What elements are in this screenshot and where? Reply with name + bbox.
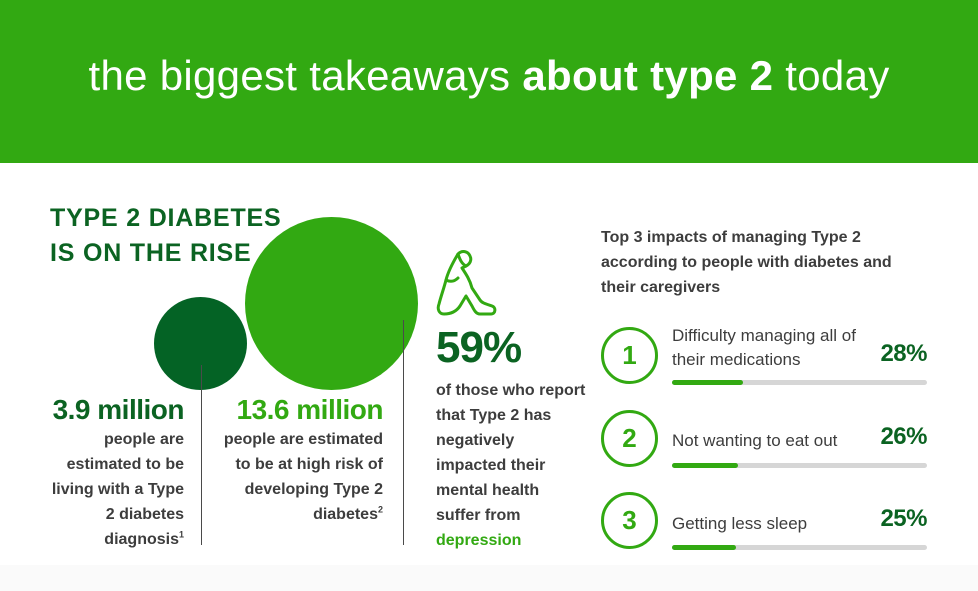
footer-band (0, 565, 978, 591)
depression-highlight: depression (436, 532, 522, 549)
impact-label: Not wanting to eat out (672, 431, 838, 450)
progress-bar-fill (672, 380, 744, 385)
impact-percentage: 25% (880, 505, 927, 532)
stat-description: people are estimated to be living with a… (40, 427, 184, 552)
stat-description-text: people are estimated to be living with a… (51, 431, 184, 548)
depression-description: of those who report that Type 2 has nega… (436, 378, 586, 553)
impact-percentage: 26% (880, 423, 927, 450)
stat-diagnosed: 3.9 million people are estimated to be l… (40, 393, 185, 552)
page-title: the biggest takeaways about type 2 today (0, 52, 978, 100)
impact-label: Getting less sleep (672, 514, 808, 533)
divider-line (403, 320, 404, 545)
footnote-marker: 2 (377, 504, 383, 515)
depression-percentage: 59% (436, 323, 522, 372)
impact-label: Difficulty managing all of their medicat… (672, 326, 856, 369)
bubble-high-risk (245, 217, 418, 390)
progress-bar-track (672, 463, 927, 468)
depression-stat: 59% of those who report that Type 2 has … (436, 248, 586, 553)
bubble-diagnosed (154, 297, 247, 390)
stat-number: 13.6 million (236, 394, 384, 425)
footnote-marker: 1 (178, 529, 184, 540)
impact-item: 3 Getting less sleep 25% (601, 491, 927, 551)
impacts-title: Top 3 impacts of managing Type 2 accordi… (601, 229, 892, 296)
stat-description-text: people are estimated to be at high risk … (223, 431, 383, 523)
header-banner: the biggest takeaways about type 2 today (0, 0, 978, 163)
progress-bar-track (672, 380, 927, 385)
impact-item: 1 Difficulty managing all of their medic… (601, 326, 927, 386)
progress-bar-fill (672, 545, 736, 550)
divider-line (201, 365, 202, 545)
rank-badge: 2 (601, 410, 658, 467)
stat-high-risk: 13.6 million people are estimated to be … (215, 393, 384, 527)
title-part-2: today (773, 52, 890, 99)
depression-description-text: of those who report that Type 2 has nega… (436, 382, 586, 524)
impact-percentage: 28% (880, 340, 927, 367)
stat-number: 3.9 million (52, 394, 185, 425)
section-title: TYPE 2 DIABETES IS ON THE RISE (50, 204, 282, 267)
progress-bar-track (672, 545, 927, 550)
title-part-bold: about type 2 (522, 52, 774, 99)
sitting-person-icon (436, 250, 497, 316)
title-part-1: the biggest takeaways (88, 52, 523, 99)
progress-bar-fill (672, 463, 739, 468)
stat-description: people are estimated to be at high risk … (215, 427, 383, 527)
rank-badge: 1 (601, 327, 658, 384)
impact-item: 2 Not wanting to eat out 26% (601, 409, 927, 469)
rank-badge: 3 (601, 492, 658, 549)
